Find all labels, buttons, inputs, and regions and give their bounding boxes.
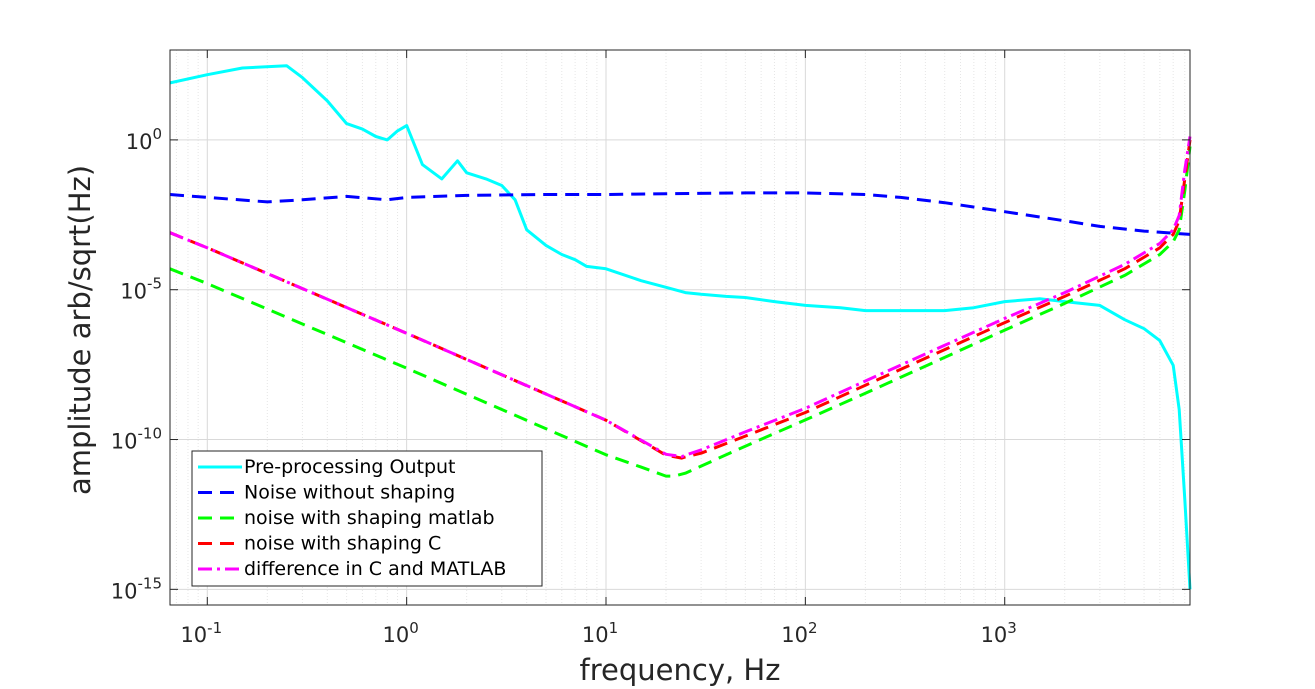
- x-tick-label: 103: [981, 619, 1017, 647]
- x-tick-label: 101: [582, 619, 618, 647]
- series-line-2: [169, 191, 1191, 236]
- legend-label: Noise without shaping: [244, 482, 455, 504]
- plot-lines: [169, 64, 1192, 590]
- y-tick-label: 10-10: [111, 425, 162, 454]
- legend-label: noise with shaping matlab: [244, 507, 495, 529]
- x-tick-label: 100: [383, 619, 419, 647]
- legend-box: [191, 450, 543, 587]
- legend-label: Pre-processing Output: [244, 456, 456, 478]
- legend-label: noise with shaping C: [244, 533, 441, 555]
- x-axis-label: frequency, Hz: [580, 653, 781, 687]
- series-line-1: [169, 64, 1192, 590]
- legend: Pre-processing Output Noise without shapi…: [191, 450, 543, 587]
- x-tick-label: 10-1: [180, 619, 222, 647]
- series-line-3: [169, 146, 1192, 478]
- y-tick-label: 10-15: [111, 574, 162, 603]
- y-axis-ticks: 100 10-5 10-10 10-15: [111, 125, 1190, 603]
- x-tick-label: 102: [781, 619, 817, 647]
- legend-label: difference in C and MATLAB: [244, 558, 506, 580]
- x-axis-ticks: 10-1 100 101 102 103: [180, 50, 1017, 647]
- grid: [170, 50, 1190, 605]
- y-tick-label: 10-5: [120, 275, 162, 304]
- y-axis-label: amplitude arb/sqrt(Hz): [63, 165, 97, 495]
- plot-frame: [169, 49, 1191, 606]
- y-tick-label: 100: [126, 125, 162, 154]
- series-line-5: [169, 136, 1192, 459]
